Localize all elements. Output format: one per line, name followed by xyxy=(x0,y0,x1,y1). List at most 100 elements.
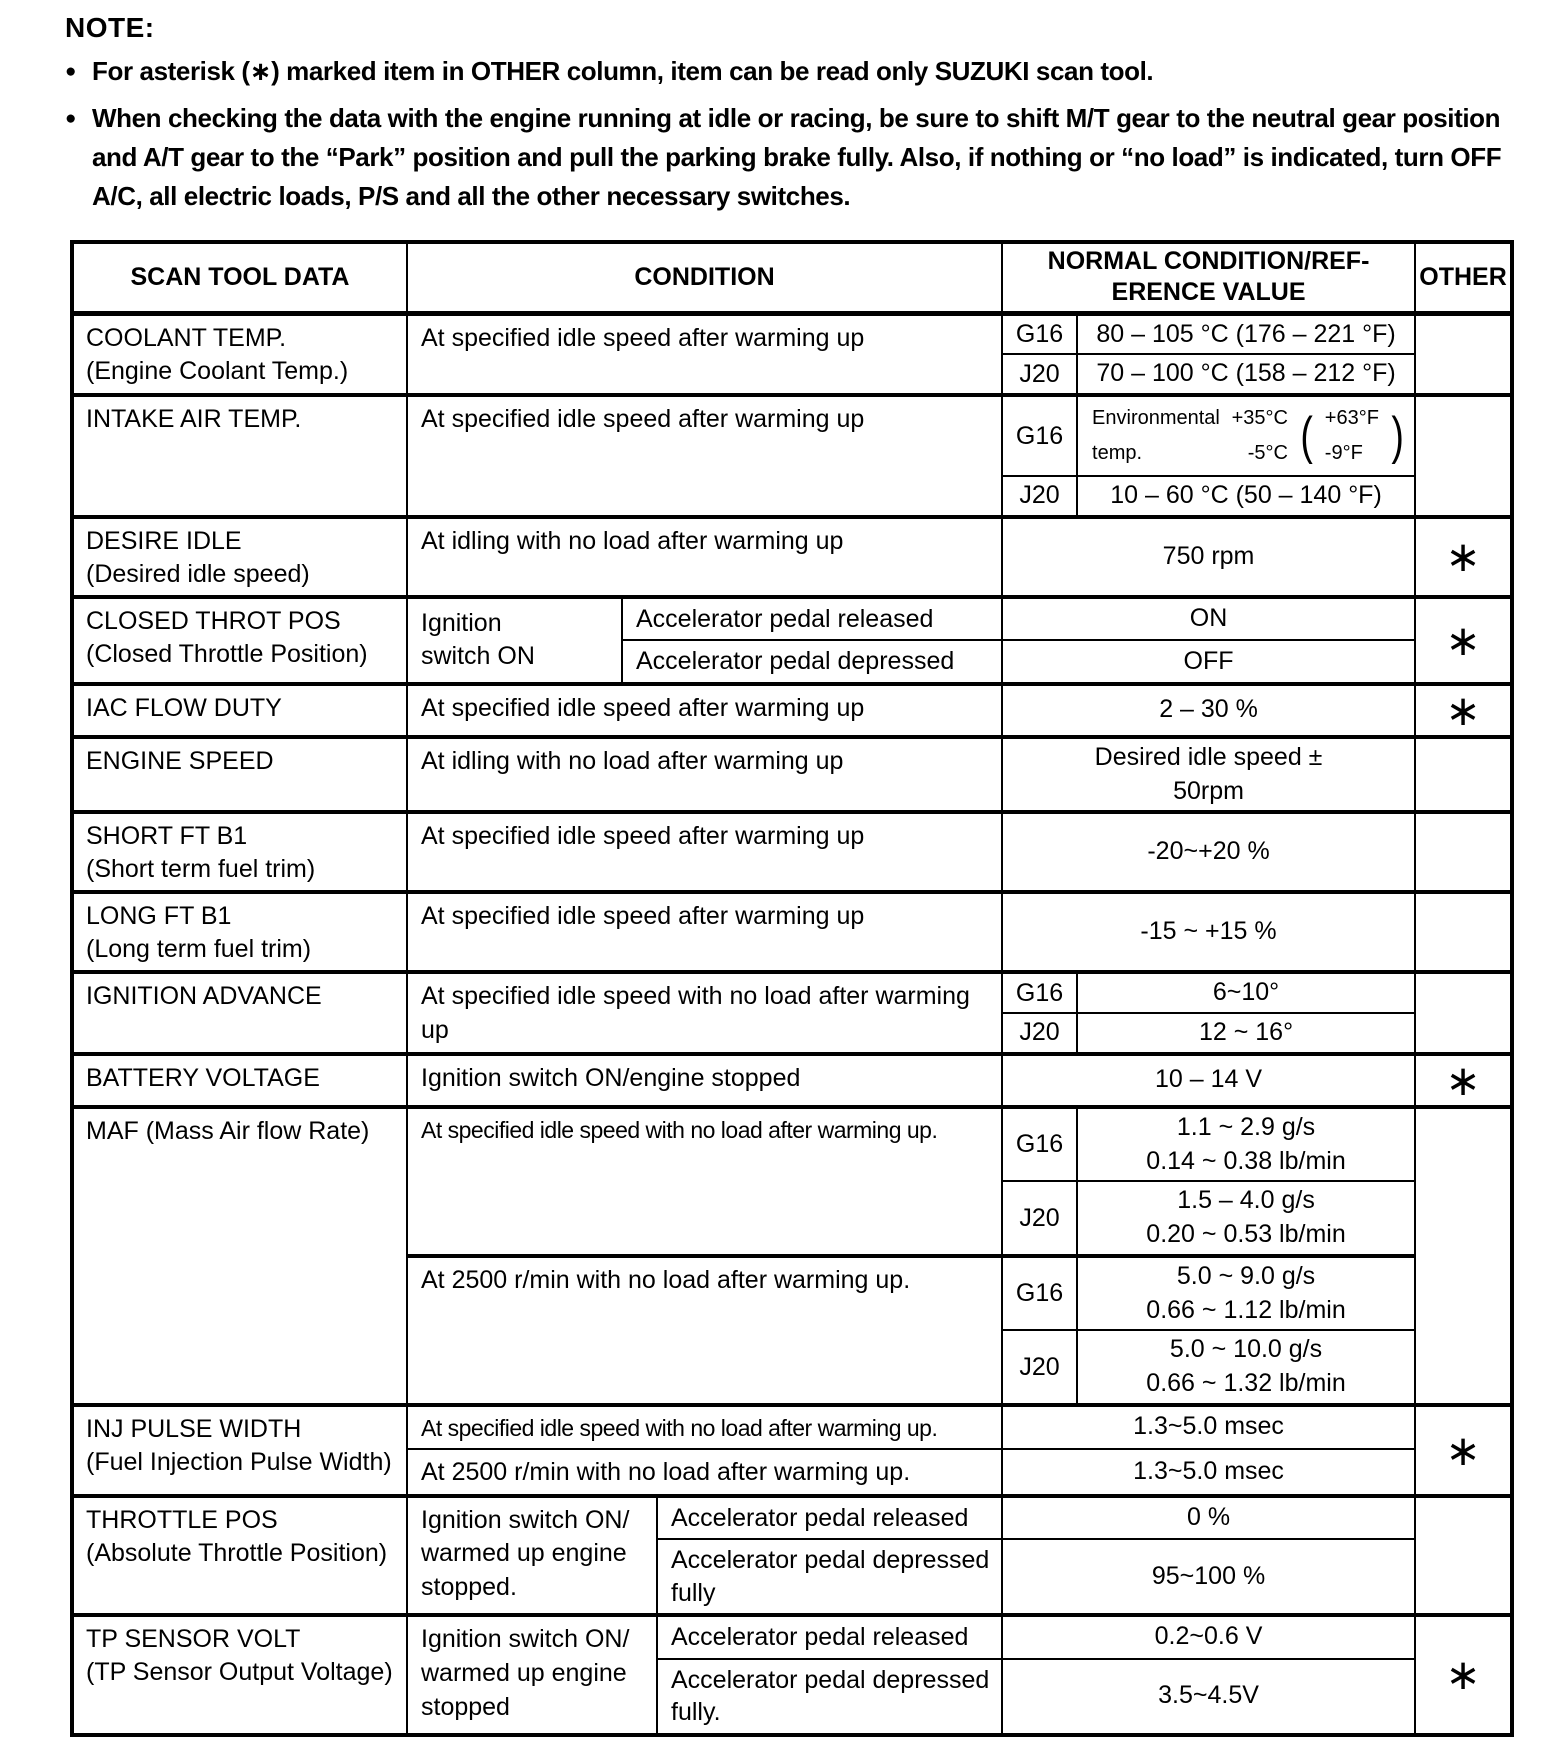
engine-code-cell: J20 xyxy=(1001,1329,1079,1406)
condition-line: Ignition xyxy=(421,608,502,637)
scan-tool-data-cell: SHORT FT B1 (Short term fuel trim) xyxy=(71,810,408,894)
scan-tool-data-cell: LONG FT B1 (Long term fuel trim) xyxy=(71,890,408,974)
condition-cell: At specified idle speed after warming up xyxy=(405,311,1004,396)
param-subname: (Closed Throttle Position) xyxy=(86,639,368,668)
value-cell: 5.0 ~ 10.0 g/s 0.66 ~ 1.32 lb/min xyxy=(1076,1329,1417,1406)
param-subname: (Long term fuel trim) xyxy=(86,935,312,964)
value-cell: 1.5 – 4.0 g/s 0.20 ~ 0.53 lb/min xyxy=(1076,1180,1417,1257)
value-cell: 80 – 105 °C (176 – 221 °F) xyxy=(1076,310,1417,356)
engine-code-cell: J20 xyxy=(1001,1180,1079,1257)
other-cell-asterisk: ∗ xyxy=(1414,1051,1514,1108)
param-subname: (Absolute Throttle Position) xyxy=(86,1538,388,1567)
sub-condition-line: fully xyxy=(671,1578,716,1607)
scan-tool-data-cell: CLOSED THROT POS (Closed Throttle Positi… xyxy=(71,594,408,685)
value-cell: 95~100 % xyxy=(1001,1538,1417,1617)
row-closed-throt-pos-depressed: Accelerator pedal depressed OFF xyxy=(72,639,1512,685)
sub-condition-cell: Accelerator pedal released xyxy=(620,594,1004,642)
condition-line: warmed up engine xyxy=(421,1658,627,1687)
note-title: NOTE: xyxy=(65,12,155,43)
value-line: 1.1 ~ 2.9 g/s xyxy=(1176,1112,1316,1141)
condition-cell: Ignition switch ON xyxy=(406,594,623,685)
value-line: 0.66 ~ 1.12 lb/min xyxy=(1146,1295,1346,1324)
row-closed-throt-pos: CLOSED THROT POS (Closed Throttle Positi… xyxy=(71,594,1514,685)
engine-code-cell: G16 xyxy=(1001,970,1079,1014)
other-cell xyxy=(1414,970,1514,1055)
scan-tool-data-cell: INJ PULSE WIDTH (Fuel Injection Pulse Wi… xyxy=(71,1402,408,1497)
row-long-ft-b1: LONG FT B1 (Long term fuel trim) At spec… xyxy=(71,890,1514,974)
scan-tool-data-cell: IGNITION ADVANCE xyxy=(71,970,408,1055)
value-cell: -20~+20 % xyxy=(1001,810,1417,894)
paren-open: ( xyxy=(1300,407,1313,465)
condition-cell: Ignition switch ON/ warmed up engine sto… xyxy=(406,1493,658,1617)
header-scan-tool-data: SCAN TOOL DATA xyxy=(71,241,408,316)
value-cell: 10 – 14 V xyxy=(1001,1051,1417,1108)
row-inj-pulse-width: INJ PULSE WIDTH (Fuel Injection Pulse Wi… xyxy=(71,1402,1514,1497)
condition-cell: At 2500 r/min with no load after warming… xyxy=(405,1447,1004,1497)
row-coolant-temp: COOLANT TEMP. (Engine Coolant Temp.) At … xyxy=(71,310,1514,396)
scan-tool-data-cell: ENGINE SPEED xyxy=(71,734,408,814)
other-cell-asterisk: ∗ xyxy=(1414,514,1514,598)
param-name: COOLANT TEMP. xyxy=(86,323,287,352)
value-cell: Desired idle speed ± 50rpm xyxy=(1001,734,1417,814)
environmental-temp-value: Environmental temp. +35°C -5°C ( +63°F -… xyxy=(1082,399,1410,473)
param-name: DESIRE IDLE xyxy=(86,526,242,555)
condition-line: switch ON xyxy=(421,642,535,671)
env-label-line: temp. xyxy=(1092,442,1143,464)
condition-cell: At 2500 r/min with no load after warming… xyxy=(405,1253,1004,1406)
env-fahrenheit-high: +63°F xyxy=(1324,407,1379,429)
sub-condition-cell: Accelerator pedal released xyxy=(655,1613,1004,1660)
condition-cell: At idling with no load after warming up xyxy=(405,734,1004,814)
note-bullet-text: When checking the data with the engine r… xyxy=(92,103,1502,211)
param-name: TP SENSOR VOLT xyxy=(86,1625,301,1654)
sub-condition-line: fully. xyxy=(671,1698,721,1727)
param-name: SHORT FT B1 xyxy=(86,822,248,851)
scan-tool-data-table: SCAN TOOL DATA CONDITION NORMAL CONDITIO… xyxy=(70,240,1515,1737)
scan-tool-data-cell: INTAKE AIR TEMP. xyxy=(71,393,408,518)
value-cell: 3.5~4.5V xyxy=(1001,1657,1417,1736)
scan-tool-data-cell: IAC FLOW DUTY xyxy=(71,681,408,738)
value-cell: 10 – 60 °C (50 – 140 °F) xyxy=(1076,475,1417,518)
other-cell xyxy=(1414,311,1514,396)
other-cell xyxy=(1414,890,1514,974)
value-cell: 1.3~5.0 msec xyxy=(1001,1402,1417,1450)
condition-cell: Ignition switch ON/engine stopped xyxy=(405,1051,1004,1108)
other-cell xyxy=(1414,1493,1514,1617)
scan-tool-data-cell: MAF (Mass Air flow Rate) xyxy=(71,1104,408,1406)
row-maf-2500-j20: J20 5.0 ~ 10.0 g/s 0.66 ~ 1.32 lb/min xyxy=(72,1329,1512,1406)
condition-cell: At specified idle speed after warming up xyxy=(405,890,1004,974)
value-cell: 2 – 30 % xyxy=(1001,681,1417,738)
other-cell-asterisk: ∗ xyxy=(1414,681,1514,738)
value-cell: 6~10° xyxy=(1076,970,1417,1014)
env-fahrenheit: +63°F -9°F xyxy=(1325,401,1379,471)
value-cell: 1.3~5.0 msec xyxy=(1001,1447,1417,1497)
engine-code-cell: G16 xyxy=(1001,393,1079,477)
engine-code-cell: J20 xyxy=(1001,1012,1079,1055)
row-short-ft-b1: SHORT FT B1 (Short term fuel trim) At sp… xyxy=(71,810,1514,894)
row-maf-idle-j20: J20 1.5 – 4.0 g/s 0.20 ~ 0.53 lb/min xyxy=(72,1180,1512,1257)
bullet-icon: ● xyxy=(65,61,77,82)
row-ignition-advance: IGNITION ADVANCE At specified idle speed… xyxy=(71,970,1514,1055)
header-other: OTHER xyxy=(1414,241,1514,316)
other-cell xyxy=(1414,393,1514,518)
condition-line: Ignition switch ON/ xyxy=(421,1625,630,1654)
sub-condition-cell: Accelerator pedal depressed xyxy=(620,639,1004,685)
row-inj-pulse-width-2500: At 2500 r/min with no load after warming… xyxy=(72,1447,1512,1497)
condition-cell: At specified idle speed with no load aft… xyxy=(405,970,1004,1055)
row-maf-2500: At 2500 r/min with no load after warming… xyxy=(72,1253,1512,1406)
scan-tool-data-cell: COOLANT TEMP. (Engine Coolant Temp.) xyxy=(71,311,408,396)
sub-condition-cell: Accelerator pedal depressed fully xyxy=(655,1538,1004,1617)
engine-code-cell: G16 xyxy=(1001,1253,1079,1332)
row-ignition-advance-j20: J20 12 ~ 16° xyxy=(72,1012,1512,1055)
row-intake-air-temp: INTAKE AIR TEMP. At specified idle speed… xyxy=(71,393,1514,518)
paren-close: ) xyxy=(1391,407,1404,465)
other-cell xyxy=(1414,1104,1514,1406)
param-subname: (Short term fuel trim) xyxy=(86,855,316,884)
value-cell: 1.1 ~ 2.9 g/s 0.14 ~ 0.38 lb/min xyxy=(1076,1104,1417,1183)
scan-tool-data-cell: DESIRE IDLE (Desired idle speed) xyxy=(71,514,408,598)
param-name: INJ PULSE WIDTH xyxy=(86,1414,302,1443)
row-battery-voltage: BATTERY VOLTAGE Ignition switch ON/engin… xyxy=(71,1051,1514,1108)
condition-line: stopped. xyxy=(421,1573,517,1602)
value-cell: 12 ~ 16° xyxy=(1076,1012,1417,1055)
value-cell: -15 ~ +15 % xyxy=(1001,890,1417,974)
scan-tool-data-cell: BATTERY VOLTAGE xyxy=(71,1051,408,1108)
